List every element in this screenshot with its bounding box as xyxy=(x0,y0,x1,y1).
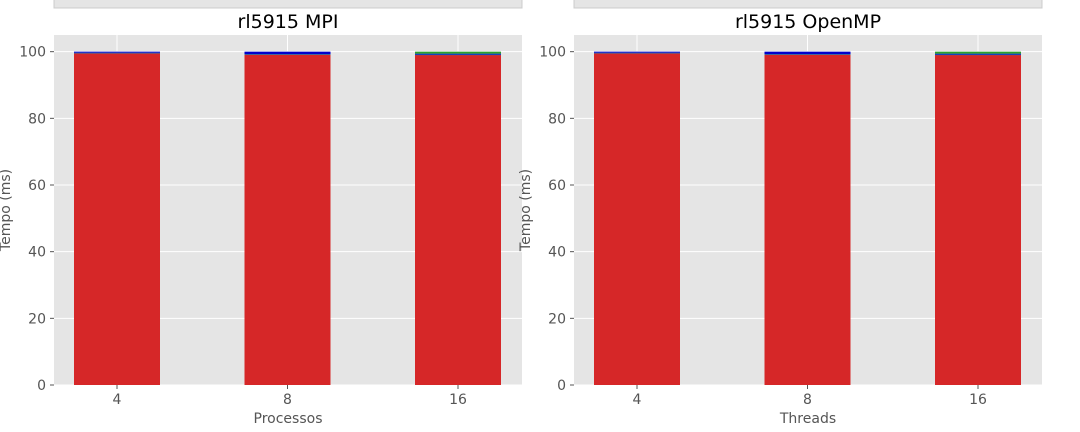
y-tick-label: 80 xyxy=(548,111,566,127)
x-axis-label-mpi: Processos xyxy=(254,411,323,427)
bar-mpi-8-s0 xyxy=(244,54,331,385)
legend-box-left xyxy=(53,0,523,9)
bar-openmp-4-s2 xyxy=(594,51,680,53)
bar-mpi-4-s2 xyxy=(74,51,160,53)
bar-openmp-16-s2 xyxy=(935,53,1021,55)
x-tick-label: 16 xyxy=(449,392,467,408)
bar-mpi-16-s3 xyxy=(415,51,501,54)
y-tick-label: 40 xyxy=(548,245,566,261)
chart-title-mpi: rl5915 MPI xyxy=(238,11,339,33)
y-tick-label: 0 xyxy=(557,378,566,394)
y-tick-label: 40 xyxy=(28,245,46,261)
bar-mpi-16-s2 xyxy=(415,53,501,55)
bar-openmp-4-s0 xyxy=(594,53,680,385)
bar-mpi-4-s0 xyxy=(74,53,160,385)
ticks-mpi: 0 20 40 60 80 100 4 8 16 xyxy=(19,45,467,408)
bar-openmp-8-s0 xyxy=(764,54,851,385)
bars-mpi xyxy=(74,51,501,386)
chart-mpi: 0 20 40 60 80 100 4 8 16 rl5915 MPI Processos Te… xyxy=(0,11,522,427)
y-tick-label: 100 xyxy=(539,45,566,61)
chart-openmp: 0 20 40 60 80 100 4 8 16 rl5915 OpenMP Threads T… xyxy=(518,11,1042,427)
x-tick-label: 4 xyxy=(633,392,642,408)
bar-openmp-4-s1 xyxy=(594,52,680,54)
y-tick-label: 60 xyxy=(28,178,46,194)
y-axis-label-mpi: Tempo (ms) xyxy=(0,169,14,252)
x-tick-label: 16 xyxy=(969,392,987,408)
ticks-openmp: 0 20 40 60 80 100 4 8 16 xyxy=(539,45,987,408)
x-tick-label: 8 xyxy=(803,392,812,408)
chart-title-openmp: rl5915 OpenMP xyxy=(735,11,881,33)
bar-openmp-16-s0 xyxy=(935,54,1021,386)
y-tick-label: 80 xyxy=(28,111,46,127)
x-tick-label: 4 xyxy=(113,392,122,408)
y-tick-label: 0 xyxy=(37,378,46,394)
legend-box-right xyxy=(573,0,1043,9)
bar-mpi-4-s1 xyxy=(74,52,160,54)
bar-mpi-8-s1 xyxy=(244,54,331,55)
bars-openmp xyxy=(594,51,1021,386)
x-axis-label-openmp: Threads xyxy=(779,411,836,427)
y-tick-label: 60 xyxy=(548,178,566,194)
y-tick-label: 100 xyxy=(19,45,46,61)
bar-openmp-8-s1 xyxy=(764,54,851,55)
bar-openmp-16-s3 xyxy=(935,51,1021,54)
bar-openmp-8-s2 xyxy=(764,51,851,54)
bar-mpi-16-s1 xyxy=(415,54,501,56)
bar-openmp-16-s1 xyxy=(935,54,1021,56)
bar-mpi-16-s0 xyxy=(415,54,501,386)
y-tick-label: 20 xyxy=(28,311,46,327)
x-tick-label: 8 xyxy=(283,392,292,408)
bar-mpi-8-s2 xyxy=(244,51,331,54)
y-tick-label: 20 xyxy=(548,311,566,327)
y-axis-label-openmp: Tempo (ms) xyxy=(518,169,534,252)
